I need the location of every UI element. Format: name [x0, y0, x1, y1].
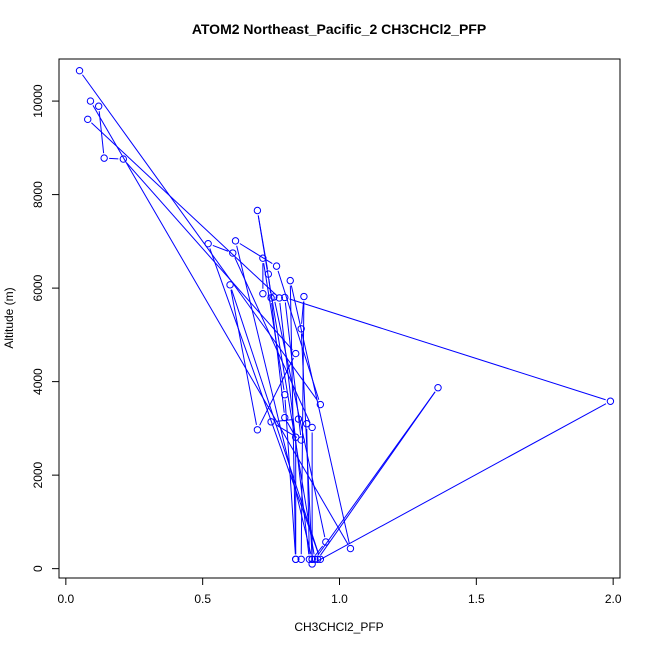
data-point [316, 400, 325, 409]
series-line-segment [268, 278, 272, 294]
data-point [308, 555, 316, 563]
data-point [253, 206, 262, 215]
data-point [84, 115, 92, 124]
data-point [100, 154, 108, 162]
x-tick-label: 0.0 [57, 592, 74, 606]
data-point [259, 290, 267, 298]
x-tick-label: 0.5 [194, 592, 211, 606]
y-tick-label: 0 [31, 565, 45, 572]
data-point [297, 555, 305, 563]
data-point [86, 97, 95, 105]
data-point [75, 66, 84, 75]
series-line-segment [230, 289, 257, 425]
data-point [259, 254, 267, 262]
data-point [297, 436, 305, 444]
x-axis: 0.0 0.5 1.0 1.5 2.0 [57, 577, 622, 606]
y-tick-label: 10000 [31, 84, 45, 118]
data-point [302, 420, 311, 428]
data-point [267, 418, 275, 426]
data-point [275, 294, 283, 302]
data-point [316, 555, 325, 563]
series-line-segment [209, 248, 320, 555]
series-line-segment [316, 403, 607, 563]
y-tick-label: 4000 [31, 368, 45, 395]
data-point [305, 555, 314, 563]
data-point [322, 538, 330, 546]
y-tick-label: 2000 [31, 461, 45, 488]
data-point [281, 293, 289, 302]
data-point [281, 391, 289, 399]
data-point [94, 102, 103, 110]
series-line-segment [212, 244, 229, 252]
data-point [346, 544, 355, 553]
series-line-segment [314, 545, 324, 556]
data-point [297, 325, 305, 333]
series-line-segment [284, 302, 302, 436]
data-point [264, 270, 273, 278]
data-point [253, 426, 262, 434]
series-line-segment [257, 215, 315, 555]
y-tick-label: 8000 [31, 181, 45, 208]
series-line-segment [239, 243, 273, 264]
data-point [119, 155, 128, 163]
series-line-segment [301, 301, 305, 324]
data-point [231, 237, 240, 245]
series-line-segment [286, 421, 294, 434]
y-axis: 0 2000 4000 6000 8000 10000 [31, 84, 60, 572]
series-line-segment [271, 302, 285, 413]
data-point [313, 555, 322, 563]
series-line-segment [300, 301, 305, 555]
data-point [434, 384, 442, 392]
series-line-segment [92, 105, 349, 545]
data-point [294, 415, 303, 423]
series-line-segment [306, 428, 310, 555]
data-point [308, 423, 316, 432]
series-line-segment [284, 399, 296, 555]
data-point [300, 292, 308, 301]
data-point [272, 262, 281, 270]
chart-title: ATOM2 Northeast_Pacific_2 CH3CHCl2_PFP [192, 21, 486, 37]
data-point [226, 281, 234, 289]
data-point [267, 294, 275, 302]
series-line-segment [91, 122, 276, 295]
series-line-segment [126, 162, 293, 351]
x-tick-label: 1.5 [468, 592, 485, 606]
data-point [229, 249, 237, 257]
series-line-segment [234, 257, 311, 424]
data-point [281, 413, 289, 422]
series-lines [82, 74, 607, 563]
series-line-segment [274, 301, 326, 538]
x-axis-label: CH3CHCl2_PFP [294, 620, 383, 634]
data-point [292, 555, 300, 563]
data-point [204, 239, 212, 248]
data-point [606, 397, 615, 405]
series-line-segment [263, 263, 285, 390]
series-line-segment [236, 245, 312, 555]
series-points [75, 66, 615, 568]
series-line-segment [317, 391, 436, 556]
series-line-segment [279, 302, 310, 555]
y-axis-label: Altitude (m) [2, 287, 16, 348]
x-tick-label: 1.0 [331, 592, 348, 606]
series-line-segment [290, 285, 350, 544]
data-point [286, 276, 294, 285]
x-tick-label: 2.0 [605, 592, 622, 606]
data-point [292, 349, 300, 358]
series-line-segment [289, 298, 606, 401]
y-tick-label: 6000 [31, 274, 45, 301]
series-line-segment [82, 74, 318, 401]
